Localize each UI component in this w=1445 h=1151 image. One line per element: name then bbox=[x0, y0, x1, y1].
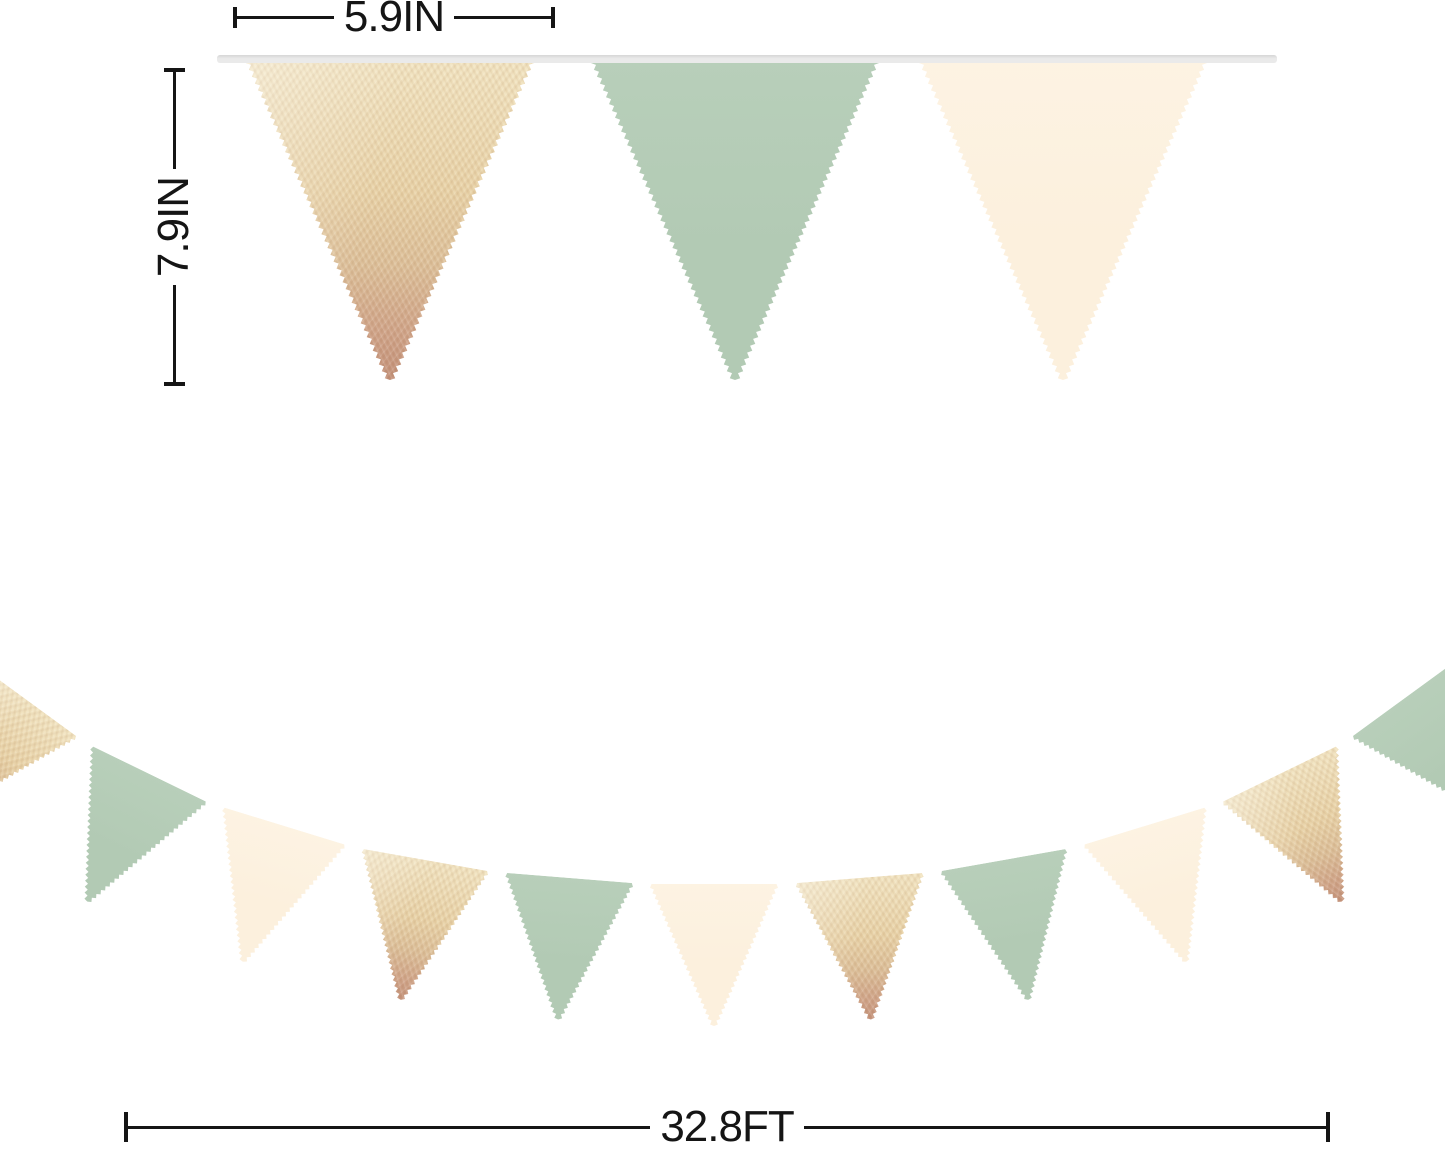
total-length-measurement: 32.8FT bbox=[124, 1102, 1331, 1151]
side-height-label-wrap: 7.9IN bbox=[149, 169, 198, 285]
measure-line bbox=[454, 15, 552, 19]
side-height-measurement: 7.9IN bbox=[149, 68, 198, 386]
measure-tick-top bbox=[163, 68, 185, 72]
measure-line bbox=[172, 285, 176, 382]
pennant-flag-cream bbox=[1078, 802, 1252, 987]
pennant-flag-gold bbox=[245, 58, 535, 380]
pennant-flag-gold bbox=[0, 655, 82, 857]
measure-tick-right bbox=[1326, 1112, 1331, 1142]
side-height-label: 7.9IN bbox=[149, 176, 199, 278]
pennant-flag-green bbox=[1346, 655, 1445, 857]
pennant-flag-gold bbox=[1216, 739, 1404, 935]
pennant-flag-gold bbox=[791, 868, 938, 1030]
pennant-flag-cream bbox=[918, 58, 1208, 380]
pennant-flag-gold bbox=[333, 843, 492, 1016]
pennant-flag-green bbox=[936, 843, 1095, 1016]
measure-tick-left bbox=[124, 1112, 128, 1142]
measure-line bbox=[172, 72, 176, 169]
pennant-flag-green bbox=[24, 739, 212, 935]
measure-line bbox=[803, 1125, 1327, 1129]
measure-line bbox=[237, 15, 334, 19]
pennant-flag-green bbox=[490, 868, 637, 1030]
pennant-flag-cream bbox=[176, 802, 350, 987]
total-length-label: 32.8FT bbox=[660, 1102, 794, 1151]
pennant-flag-green bbox=[590, 58, 880, 380]
measure-line bbox=[128, 1125, 651, 1129]
banner-string bbox=[217, 55, 1277, 63]
top-width-label: 5.9IN bbox=[343, 0, 445, 41]
top-width-measurement: 5.9IN bbox=[233, 0, 556, 41]
measure-tick-right bbox=[551, 6, 556, 28]
measure-tick-bottom bbox=[163, 382, 185, 386]
pennant-flag-cream bbox=[650, 884, 778, 1026]
measure-tick-left bbox=[233, 6, 237, 28]
